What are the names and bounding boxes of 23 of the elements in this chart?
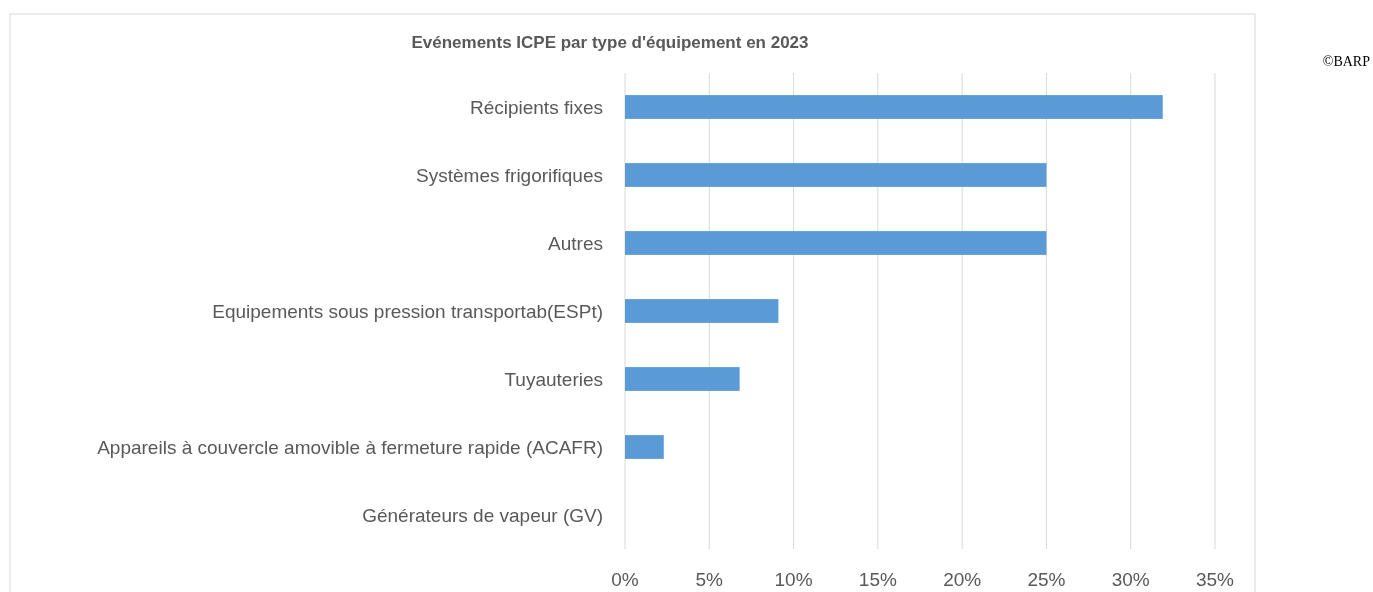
bar bbox=[625, 367, 740, 391]
bar bbox=[625, 95, 1163, 119]
y-tick-label: Tuyauteries bbox=[504, 368, 603, 390]
y-tick-label: Appareils à couvercle amovible à fermeture rapide (ACAFR) bbox=[97, 436, 603, 458]
x-tick-label: 20% bbox=[943, 569, 982, 590]
bar bbox=[625, 231, 1047, 255]
y-tick-label: Récipients fixes bbox=[469, 96, 603, 118]
bar bbox=[625, 299, 779, 323]
x-tick-label: 15% bbox=[858, 569, 897, 590]
y-tick-label: Systèmes frigorifiques bbox=[416, 164, 603, 186]
chart-title: Evénements ICPE par type d'équipement en 2023 bbox=[411, 33, 809, 52]
x-tick-label: 25% bbox=[1027, 569, 1066, 590]
x-tick-label: 5% bbox=[695, 569, 724, 590]
bar bbox=[625, 435, 664, 459]
y-tick-label: Equipements sous pression transportab(ESPt) bbox=[212, 300, 603, 322]
x-tick-label: 35% bbox=[1195, 569, 1235, 590]
x-tick-label: 10% bbox=[774, 569, 813, 590]
bar bbox=[625, 163, 1047, 187]
y-tick-label: Autres bbox=[548, 232, 603, 254]
text: ©BARP bbox=[1322, 54, 1371, 69]
x-tick-label: 0% bbox=[611, 569, 639, 590]
x-tick-label: 30% bbox=[1111, 569, 1150, 590]
y-tick-label: Générateurs de vapeur (GV) bbox=[362, 504, 603, 526]
